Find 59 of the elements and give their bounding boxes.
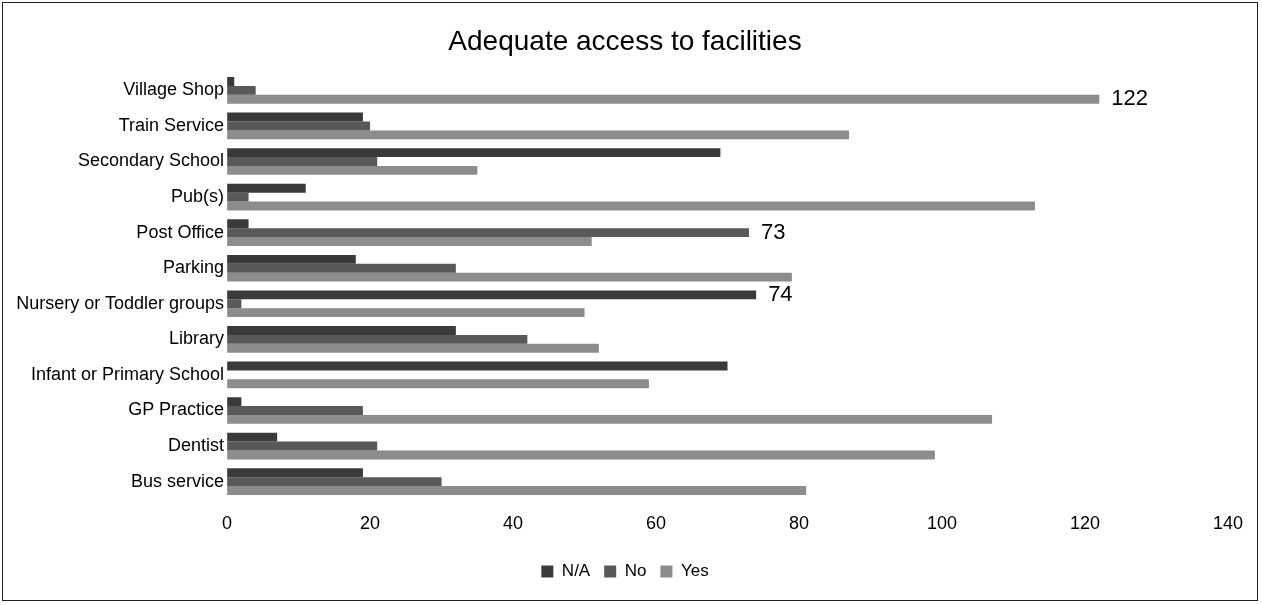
bar xyxy=(227,379,649,389)
chart-title: Adequate access to facilities xyxy=(448,24,802,56)
bar xyxy=(227,130,850,140)
bar xyxy=(227,272,792,282)
y-tick-label: Post Office xyxy=(136,221,225,242)
bar xyxy=(227,397,242,407)
x-tick-label: 120 xyxy=(1069,513,1101,534)
bar xyxy=(227,477,442,487)
bar xyxy=(227,263,456,273)
bar xyxy=(227,290,757,300)
bar xyxy=(227,450,935,460)
y-tick-label: Parking xyxy=(163,257,225,278)
x-tick-label: 60 xyxy=(646,513,667,534)
bar xyxy=(227,85,256,95)
y-tick-label: Nursery or Toddler groups xyxy=(16,292,225,313)
bar xyxy=(227,165,478,175)
bar xyxy=(227,201,1035,211)
bar xyxy=(227,219,249,229)
y-tick-label: Pub(s) xyxy=(171,186,225,207)
x-tick-label: 20 xyxy=(360,513,381,534)
x-tick-label: 0 xyxy=(222,513,233,534)
bar xyxy=(227,326,456,335)
bar xyxy=(227,361,728,371)
bar xyxy=(227,112,363,122)
y-tick-label: Secondary School xyxy=(78,150,225,171)
x-tick-label: 140 xyxy=(1212,513,1244,534)
bar xyxy=(227,334,528,344)
bar xyxy=(227,183,306,193)
data-label: 74 xyxy=(768,280,793,306)
bar xyxy=(227,192,249,202)
y-tick-label: Train Service xyxy=(118,114,225,135)
x-tick-label: 100 xyxy=(926,513,958,534)
x-tick-label: 40 xyxy=(503,513,524,534)
bar xyxy=(227,308,585,318)
bar xyxy=(227,406,363,415)
bar xyxy=(227,414,993,424)
bar xyxy=(227,148,721,158)
legend-label: Yes xyxy=(680,561,709,581)
bar xyxy=(227,237,592,246)
bar xyxy=(227,157,378,166)
y-tick-label: GP Practice xyxy=(128,399,225,420)
y-tick-label: Library xyxy=(169,328,225,349)
bar xyxy=(227,228,749,238)
bar xyxy=(227,343,599,353)
y-tick-label: Bus service xyxy=(131,470,225,491)
y-tick-label: Infant or Primary School xyxy=(31,363,225,384)
data-label: 122 xyxy=(1111,85,1149,111)
bar xyxy=(227,299,242,309)
bar xyxy=(227,432,278,442)
bar xyxy=(227,254,356,264)
legend-label: No xyxy=(624,561,647,581)
bar xyxy=(227,94,1100,104)
legend-label: N/A xyxy=(561,561,591,581)
bar xyxy=(227,468,363,478)
data-label: 73 xyxy=(760,218,786,244)
x-tick-label: 80 xyxy=(789,513,810,534)
bar xyxy=(227,486,807,495)
y-tick-label: Village Shop xyxy=(123,79,225,100)
y-tick-label: Dentist xyxy=(168,435,225,456)
